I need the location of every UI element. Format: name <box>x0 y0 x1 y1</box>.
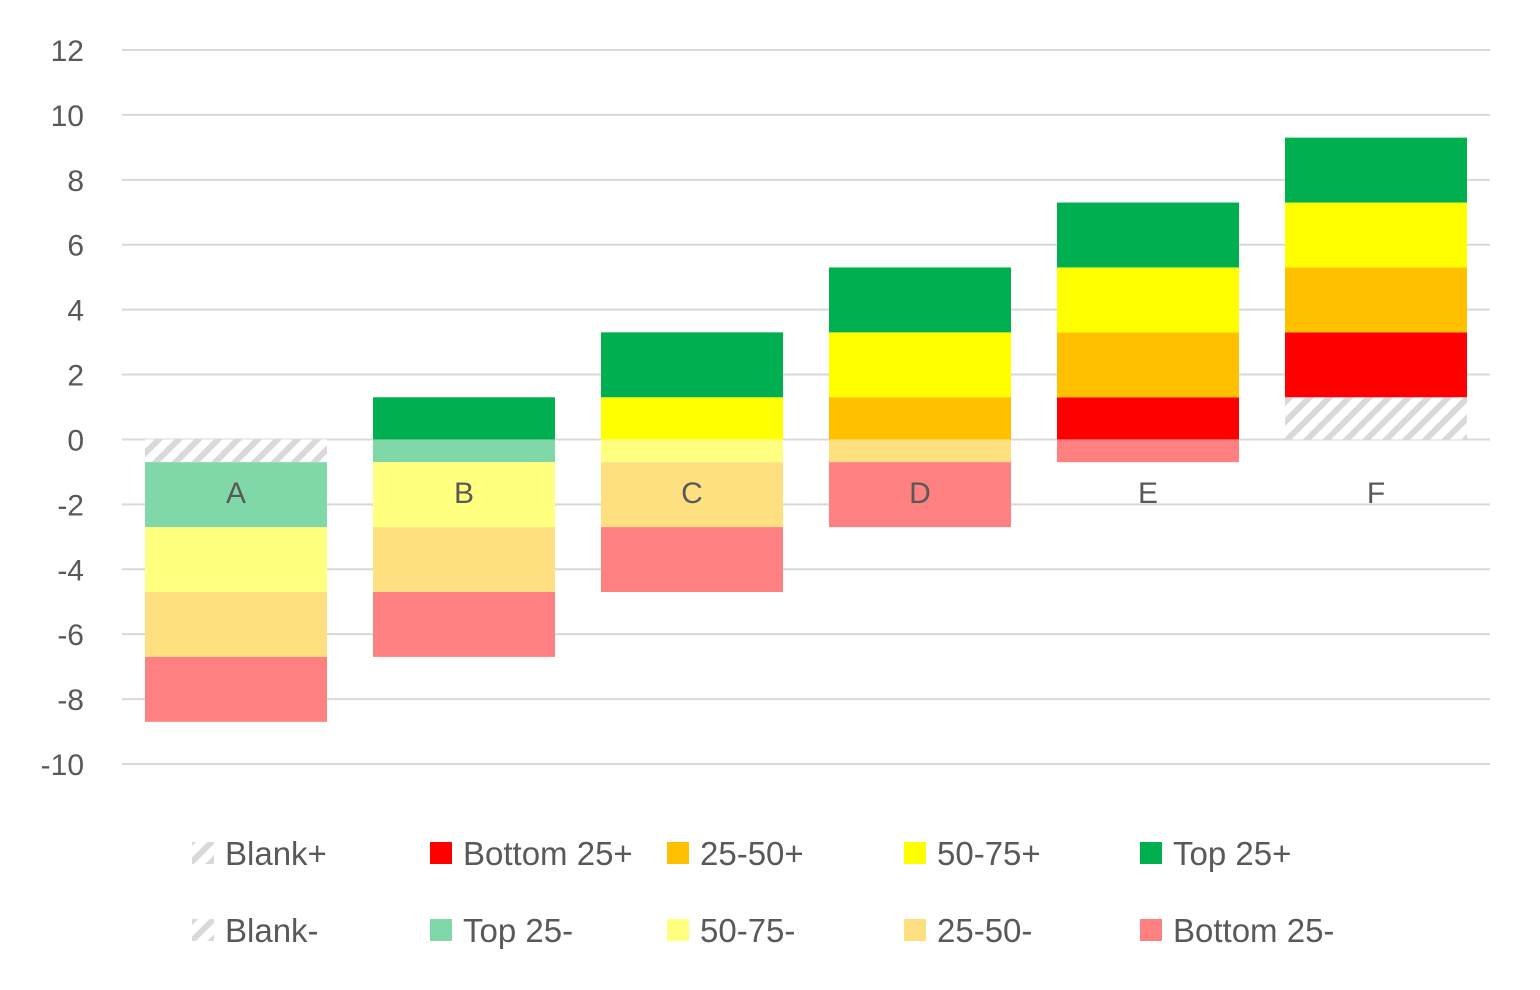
bar-a-50-75 <box>145 527 327 592</box>
y-tick-label: 0 <box>67 424 84 457</box>
y-tick-label: -8 <box>57 684 84 717</box>
category-label: F <box>1367 477 1385 510</box>
bar-a-top-25 <box>145 462 327 528</box>
bar-e-bottom-25 <box>1057 439 1239 463</box>
legend-label-top-25: Top 25+ <box>1173 835 1291 872</box>
legend-swatch-bottom-25 <box>1140 919 1162 941</box>
legend-swatch-50-75 <box>904 842 926 864</box>
y-tick-label: -10 <box>41 749 84 782</box>
bar-b-50-75 <box>373 462 555 528</box>
bar-c-bottom-25 <box>601 527 783 592</box>
bar-b-bottom-25 <box>373 591 555 657</box>
legend-label-50-75: 50-75+ <box>937 835 1041 872</box>
bar-f-25-50 <box>1285 267 1467 333</box>
bar-d-top-25 <box>829 267 1011 333</box>
y-tick-label: -4 <box>57 554 84 587</box>
y-tick-label: 8 <box>67 165 84 198</box>
legend-label-50-75: 50-75- <box>700 912 795 949</box>
bar-d-bottom-25 <box>829 462 1011 528</box>
bar-f-top-25 <box>1285 137 1467 203</box>
legend-label-25-50: 25-50- <box>937 912 1032 949</box>
legend-label-bottom-25: Bottom 25- <box>1173 912 1334 949</box>
y-tick-label: -6 <box>57 619 84 652</box>
bar-d-50-75 <box>829 332 1011 398</box>
y-tick-label: 12 <box>51 35 84 68</box>
y-tick-label: 6 <box>67 230 84 263</box>
category-label: D <box>909 477 931 510</box>
legend-label-blank: Blank- <box>225 912 319 949</box>
bar-c-50-75 <box>601 439 783 463</box>
legend-label-bottom-25: Bottom 25+ <box>463 835 633 872</box>
bar-d-25-50 <box>829 397 1011 440</box>
y-tick-label: -2 <box>57 489 84 522</box>
y-tick-label: 2 <box>67 360 84 393</box>
bar-b-top-25 <box>373 397 555 440</box>
y-tick-label: 4 <box>67 295 84 328</box>
legend-swatch-25-50 <box>904 919 926 941</box>
bar-c-25-50 <box>601 462 783 528</box>
bar-c-top-25 <box>601 332 783 398</box>
bar-d-25-50 <box>829 439 1011 463</box>
legend-swatch-bottom-25 <box>430 842 452 864</box>
category-label: C <box>681 477 703 510</box>
legend-swatch-50-75 <box>667 919 689 941</box>
legend-label-blank: Blank+ <box>225 835 327 872</box>
bar-a-25-50 <box>145 591 327 657</box>
legend-label-top-25: Top 25- <box>463 912 573 949</box>
bar-f-bottom-25 <box>1285 332 1467 398</box>
legend-swatch-blank <box>192 842 214 864</box>
category-labels: A B C D E F <box>226 477 1385 510</box>
bar-e-25-50 <box>1057 332 1239 398</box>
category-label: E <box>1138 477 1158 510</box>
bar-a-bottom-25 <box>145 656 327 722</box>
bar-b-25-50 <box>373 527 555 592</box>
legend-swatch-blank <box>192 919 214 941</box>
legend-swatch-25-50 <box>667 842 689 864</box>
gridlines <box>122 49 1490 765</box>
legend-label-25-50: 25-50+ <box>700 835 804 872</box>
y-tick-label: 10 <box>51 100 84 133</box>
bar-a-blank <box>145 439 327 463</box>
bar-c-50-75 <box>601 397 783 440</box>
legend-swatch-top-25 <box>1140 842 1162 864</box>
category-label: B <box>454 477 474 510</box>
bar-e-bottom-25 <box>1057 397 1239 440</box>
bar-e-50-75 <box>1057 267 1239 333</box>
bar-f-blank <box>1285 397 1467 440</box>
bar-e-top-25 <box>1057 202 1239 268</box>
legend-swatch-top-25 <box>430 919 452 941</box>
bar-f-50-75 <box>1285 202 1467 268</box>
legend: Blank+ Bottom 25+ 25-50+ 50-75+ Top 25+ Blank… <box>192 835 1334 949</box>
y-axis-tick-labels: 12 10 8 6 4 2 0 -2 -4 -6 -8 -10 <box>41 35 84 782</box>
bar-b-top-25 <box>373 439 555 463</box>
bars <box>145 137 1467 722</box>
category-label: A <box>226 477 246 510</box>
